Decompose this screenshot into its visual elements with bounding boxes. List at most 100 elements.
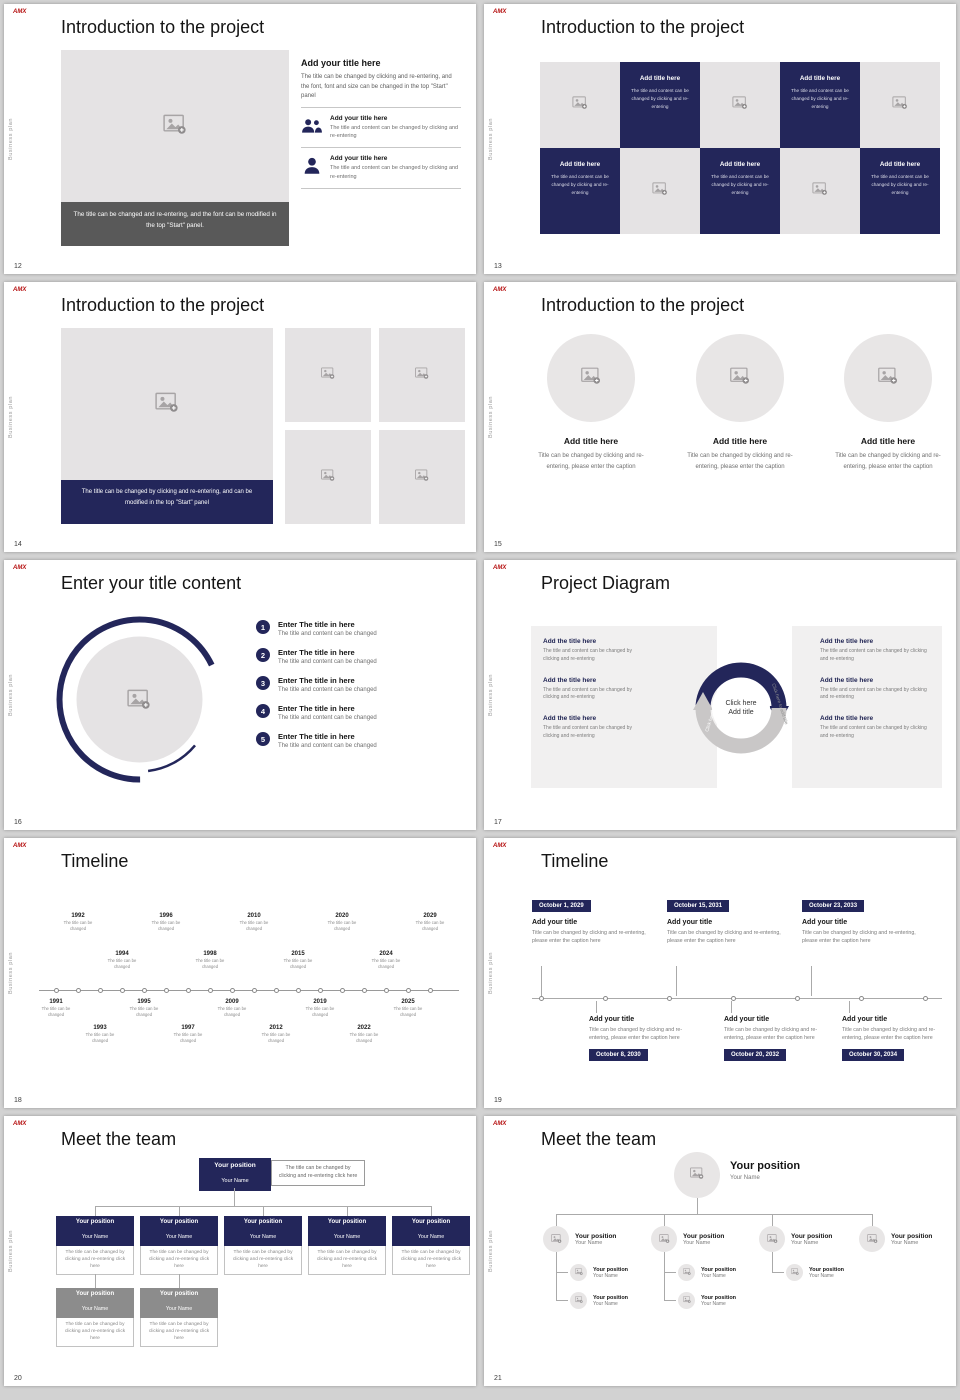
item-title: Add the title here bbox=[820, 638, 874, 645]
image-placeholder-icon bbox=[574, 1296, 583, 1305]
brand-logo: AMX bbox=[13, 287, 27, 293]
side-watermark: Business plan bbox=[488, 395, 494, 439]
timeline-entry: 1994 The title can be changed bbox=[105, 951, 139, 971]
avatar bbox=[570, 1292, 587, 1309]
timeline-year: 2022 bbox=[357, 1025, 371, 1031]
number-badge: 3 bbox=[256, 676, 270, 690]
group-title: Add your title bbox=[589, 1016, 635, 1023]
feature-column: Add title here Title can be changed by c… bbox=[680, 334, 800, 473]
slide-13: AMX Business plan Introduction to the pr… bbox=[484, 4, 956, 274]
connector-line bbox=[556, 1252, 557, 1300]
group-text: Title can be changed by clicking and re-… bbox=[589, 1027, 683, 1042]
side-watermark: Business plan bbox=[8, 117, 14, 161]
timeline-entry: 2010 The title can be changed bbox=[237, 913, 271, 933]
image-placeholder-icon bbox=[127, 689, 151, 714]
timeline-entry-text: The title can be changed bbox=[305, 1006, 335, 1018]
member-text: Your position Your Name bbox=[683, 1233, 724, 1246]
org-note-box: The title can be changed by clicking and… bbox=[271, 1160, 365, 1186]
cell-text: The title and content can be changed by … bbox=[631, 88, 689, 109]
org-box: Your position Your Name The title can be … bbox=[140, 1216, 218, 1275]
connector-line bbox=[731, 1001, 732, 1013]
avatar bbox=[678, 1264, 695, 1281]
timeline-dot bbox=[340, 988, 345, 993]
slide-14: AMX Business plan Introduction to the pr… bbox=[4, 282, 476, 552]
position-label: Your position bbox=[701, 1266, 737, 1273]
item-text: The title and content can be changed by … bbox=[820, 725, 927, 739]
timeline-entry-text: The title can be changed bbox=[261, 1032, 291, 1044]
connector-line bbox=[556, 1272, 568, 1273]
connector-line bbox=[697, 1198, 698, 1214]
position-label: Your position bbox=[159, 1219, 199, 1225]
org-box-text: The title can be changed by clicking and… bbox=[140, 1246, 218, 1275]
list-item-text: Enter The title in here The title and con… bbox=[278, 704, 377, 721]
name-label: Your Name bbox=[701, 1272, 726, 1279]
position-label: Your position bbox=[575, 1232, 617, 1240]
connector-line bbox=[811, 966, 812, 996]
name-label: Your Name bbox=[165, 1306, 193, 1312]
list-item-text: Add your title here The title and conten… bbox=[330, 155, 461, 181]
timeline-entry: 1998 The title can be changed bbox=[193, 951, 227, 971]
brand-logo: AMX bbox=[13, 9, 27, 15]
title-cell: Add title here The title and content can … bbox=[620, 62, 700, 148]
connector-line bbox=[263, 1206, 264, 1216]
timeline-entry: 2009 The title can be changed bbox=[215, 999, 249, 1019]
timeline-entry-text: The title can be changed bbox=[327, 920, 357, 932]
timeline-entry-text: The title can be changed bbox=[173, 1032, 203, 1044]
org-box-text: The title can be changed by clicking and… bbox=[56, 1246, 134, 1275]
timeline-year: 2019 bbox=[313, 999, 327, 1005]
timeline-year: 2029 bbox=[423, 913, 437, 919]
timeline-entry: 2020 The title can be changed bbox=[325, 913, 359, 933]
thumbnail-grid bbox=[285, 328, 465, 524]
timeline-dot bbox=[76, 988, 81, 993]
section-paragraph: The title can be changed by clicking and… bbox=[301, 74, 452, 100]
cell-title: Add title here bbox=[559, 161, 601, 168]
timeline-entry-text: The title can be changed bbox=[195, 958, 225, 970]
connector-line bbox=[872, 1214, 873, 1226]
avatar bbox=[678, 1292, 695, 1309]
member-text: Your position Your Name bbox=[575, 1233, 616, 1246]
number-badge: 5 bbox=[256, 732, 270, 746]
org-box-header: Your position Your Name bbox=[140, 1288, 218, 1318]
org-box: Your position Your Name The title can be … bbox=[56, 1216, 134, 1275]
connector-line bbox=[95, 1274, 96, 1288]
title-cell: Add title here The title and content can … bbox=[860, 148, 940, 234]
timeline-year: 1995 bbox=[137, 999, 151, 1005]
slide-title: Meet the team bbox=[541, 1129, 657, 1149]
name-label: Your Name bbox=[701, 1300, 726, 1307]
timeline-entry-text: The title can be changed bbox=[393, 1006, 423, 1018]
timeline-dot bbox=[98, 988, 103, 993]
diagram-item: Add the title here The title and content … bbox=[820, 638, 932, 664]
name-label: Your Name bbox=[221, 1178, 249, 1184]
timeline-dot bbox=[54, 988, 59, 993]
name-label: Your Name bbox=[165, 1234, 193, 1240]
slide-title: Meet the team bbox=[61, 1129, 177, 1149]
side-watermark: Business plan bbox=[8, 673, 14, 717]
connector-line bbox=[95, 1206, 96, 1216]
image-placeholder-icon bbox=[866, 1233, 878, 1245]
page-number: 13 bbox=[494, 263, 502, 270]
brand-logo: AMX bbox=[493, 1121, 507, 1127]
connector-line bbox=[664, 1272, 676, 1273]
cell-text: The title and content can be changed by … bbox=[871, 174, 929, 195]
connector-line bbox=[664, 1252, 665, 1300]
org-member: Your position Your Name bbox=[859, 1226, 932, 1252]
connector-line bbox=[431, 1206, 432, 1216]
connector-line bbox=[772, 1272, 784, 1273]
name-label: Your Name bbox=[593, 1300, 618, 1307]
timeline-entry: 2019 The title can be changed bbox=[303, 999, 337, 1019]
timeline-dot bbox=[406, 988, 411, 993]
timeline-entry: 1992 The title can be changed bbox=[61, 913, 95, 933]
image-placeholder bbox=[620, 148, 700, 234]
name-label: Your Name bbox=[730, 1175, 760, 1181]
list-item: 1 Enter The title in here The title and c… bbox=[256, 620, 461, 637]
image-placeholder bbox=[547, 334, 635, 422]
org-box-text: The title can be changed by clicking and… bbox=[56, 1318, 134, 1347]
list-item-text: Enter The title in here The title and con… bbox=[278, 620, 377, 637]
timeline-group-bottom: Add your title Title can be changed by c… bbox=[842, 1016, 950, 1061]
timeline-entry: 1996 The title can be changed bbox=[149, 913, 183, 933]
timeline-entry: 2025 The title can be changed bbox=[391, 999, 425, 1019]
timeline-entry-text: The title can be changed bbox=[283, 958, 313, 970]
org-box-header: Your position Your Name bbox=[224, 1216, 302, 1246]
avatar bbox=[759, 1226, 785, 1252]
name-label: Your Name bbox=[81, 1306, 109, 1312]
